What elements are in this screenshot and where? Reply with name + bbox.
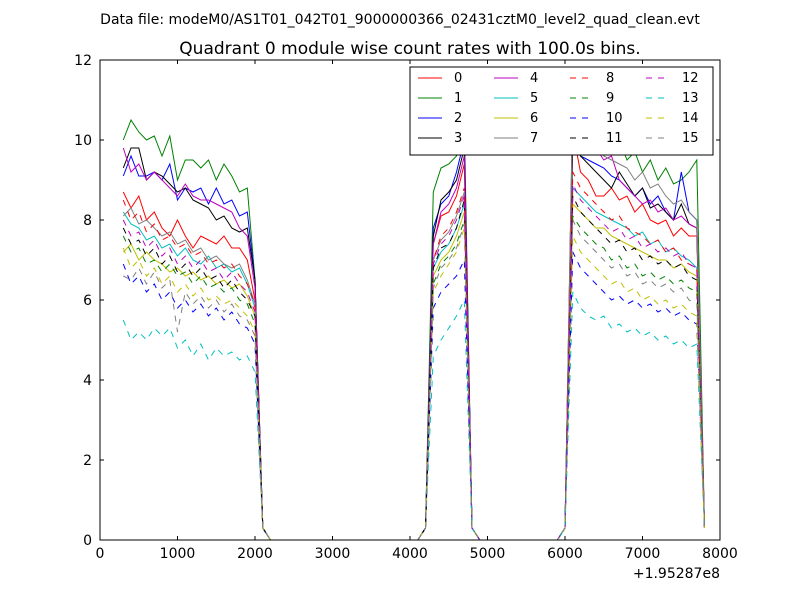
- legend-label-12: 12: [682, 71, 699, 86]
- plot-frame: [99, 59, 721, 541]
- legend-label-7: 7: [530, 131, 538, 146]
- y-tick-label: 0: [83, 533, 92, 549]
- legend-label-8: 8: [606, 71, 614, 86]
- series-line-2: [122, 127, 705, 541]
- legend-box: [409, 66, 714, 156]
- x-tick-label: 4000: [392, 546, 428, 562]
- series-line-12: [122, 183, 705, 541]
- legend-label-11: 11: [606, 131, 623, 146]
- series-line-10: [122, 251, 705, 541]
- x-tick-label: 2000: [237, 546, 273, 562]
- x-tick-label: 5000: [470, 546, 506, 562]
- legend-label-15: 15: [682, 131, 699, 146]
- y-tick-label: 2: [83, 453, 92, 469]
- series-line-4: [122, 107, 705, 541]
- legend-label-6: 6: [530, 111, 538, 126]
- legend-label-10: 10: [606, 111, 623, 126]
- legend-label-9: 9: [606, 91, 614, 106]
- x-offset-label: +1.95287e8: [633, 566, 720, 582]
- y-tick-label: 12: [74, 53, 92, 69]
- y-tick-label: 4: [83, 373, 92, 389]
- series-layer: [122, 95, 705, 541]
- x-tick-label: 8000: [702, 546, 738, 562]
- legend-label-5: 5: [530, 91, 538, 106]
- y-tick-label: 8: [83, 213, 92, 229]
- y-tick-label: 10: [74, 133, 92, 149]
- series-line-9: [122, 214, 705, 541]
- x-tick-label: 6000: [547, 546, 583, 562]
- series-line-15: [123, 219, 705, 541]
- legend-label-14: 14: [682, 111, 699, 126]
- legend-label-0: 0: [454, 71, 462, 86]
- x-tick-label: 0: [96, 546, 105, 562]
- legend-label-13: 13: [682, 91, 699, 106]
- series-line-6: [122, 202, 705, 541]
- x-tick-label: 3000: [315, 546, 351, 562]
- series-line-7: [122, 103, 705, 541]
- series-line-0: [122, 131, 705, 541]
- series-line-11: [122, 195, 705, 541]
- x-tick-label: 7000: [625, 546, 661, 562]
- chart-title: Quadrant 0 module wise count rates with …: [179, 39, 640, 59]
- legend-label-1: 1: [454, 91, 462, 106]
- chart-suptitle: Data file: modeM0/AS1T01_042T01_90000003…: [100, 12, 700, 28]
- series-line-13: [122, 291, 705, 541]
- series-line-8: [122, 171, 705, 541]
- legend-label-2: 2: [454, 111, 462, 126]
- legend-label-3: 3: [454, 131, 462, 146]
- legend-label-4: 4: [530, 71, 538, 86]
- series-line-14: [122, 227, 705, 541]
- ticks-layer: 0 1000 2000 3000 4000 5000 6000 7000 80000246810…: [74, 53, 738, 562]
- y-tick-label: 6: [83, 293, 92, 309]
- x-tick-label: 1000: [160, 546, 196, 562]
